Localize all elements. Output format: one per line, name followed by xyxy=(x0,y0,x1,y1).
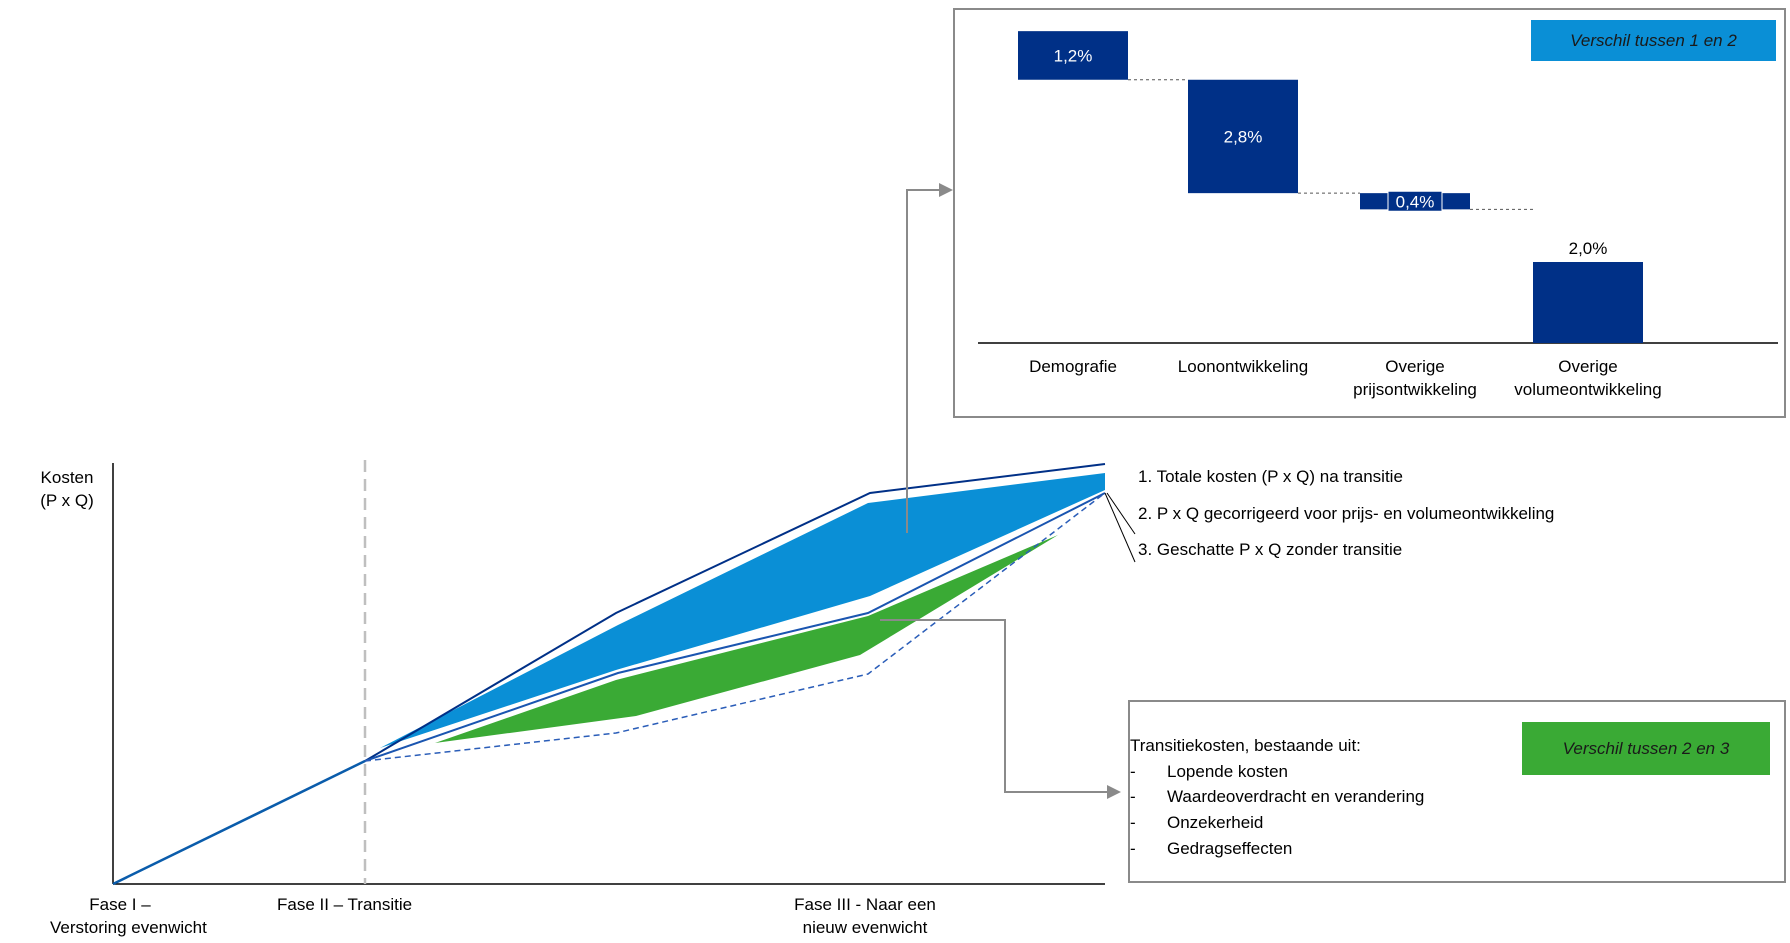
line-1 xyxy=(364,463,1106,762)
line-label-1: 1. Totale kosten (P x Q) na transitie xyxy=(1138,467,1403,486)
transition-tag: Verschil tussen 2 en 3 xyxy=(1522,722,1770,775)
waterfall-bar xyxy=(1188,79,1298,194)
phase-label-2: Fase II – Transitie xyxy=(277,895,413,914)
arrow-head-2 xyxy=(1107,785,1121,799)
line-3 xyxy=(364,492,1106,762)
waterfall-tag: Verschil tussen 1 en 2 xyxy=(1531,20,1776,61)
waterfall-chart: 1,2% 2,8% 0,4% 2,0% xyxy=(978,31,1778,344)
arrow-to-waterfall xyxy=(906,189,951,533)
list-item: - Gedragseffecten xyxy=(1130,839,1293,858)
waterfall-bar xyxy=(1018,31,1128,80)
waterfall-box: Verschil tussen 1 en 2 1,2% 2,8% 0,4% 2,0% … xyxy=(953,8,1786,418)
line-label-2: 2. P x Q gecorrigeerd voor prijs- en vol… xyxy=(1138,504,1555,523)
waterfall-value-label: 1,2% xyxy=(1054,46,1093,65)
y-axis-label: Kosten (P x Q) xyxy=(40,468,94,510)
arrow-to-transition xyxy=(880,619,1117,793)
waterfall-category-label: Demografie xyxy=(1029,357,1117,376)
waterfall-category-label: Overige volumeontwikkeling xyxy=(1514,357,1662,399)
waterfall-bar xyxy=(1533,262,1643,343)
phase-label-3: Fase III - Naar een nieuw evenwicht xyxy=(794,895,936,937)
leader-2 xyxy=(1106,492,1136,535)
green-area xyxy=(435,535,1058,743)
waterfall-value-label: 2,0% xyxy=(1569,239,1608,258)
base-line xyxy=(112,759,366,886)
transition-box: Verschil tussen 2 en 3 Transitiekosten, … xyxy=(1128,700,1786,883)
phase-label-1: Fase I – Verstoring evenwicht xyxy=(50,895,207,937)
waterfall-value-label: 0,4% xyxy=(1396,192,1435,211)
line-label-3: 3. Geschatte P x Q zonder transitie xyxy=(1138,540,1403,559)
transition-heading: Transitiekosten, bestaande uit: xyxy=(1130,736,1361,755)
list-item: - Waardeoverdracht en verandering xyxy=(1130,787,1425,806)
list-item: - Onzekerheid xyxy=(1130,813,1264,832)
arrow-head-1 xyxy=(939,183,953,197)
waterfall-category-label: Overige prijsontwikkeling xyxy=(1353,357,1477,399)
blue-area xyxy=(380,473,1105,748)
line-2 xyxy=(364,492,1106,762)
waterfall-label-bg xyxy=(1387,190,1443,212)
waterfall-value-label: 2,8% xyxy=(1224,127,1263,146)
leader-3 xyxy=(1104,492,1136,563)
list-item: - Lopende kosten xyxy=(1130,762,1288,781)
waterfall-category-label: Loonontwikkeling xyxy=(1177,357,1309,376)
